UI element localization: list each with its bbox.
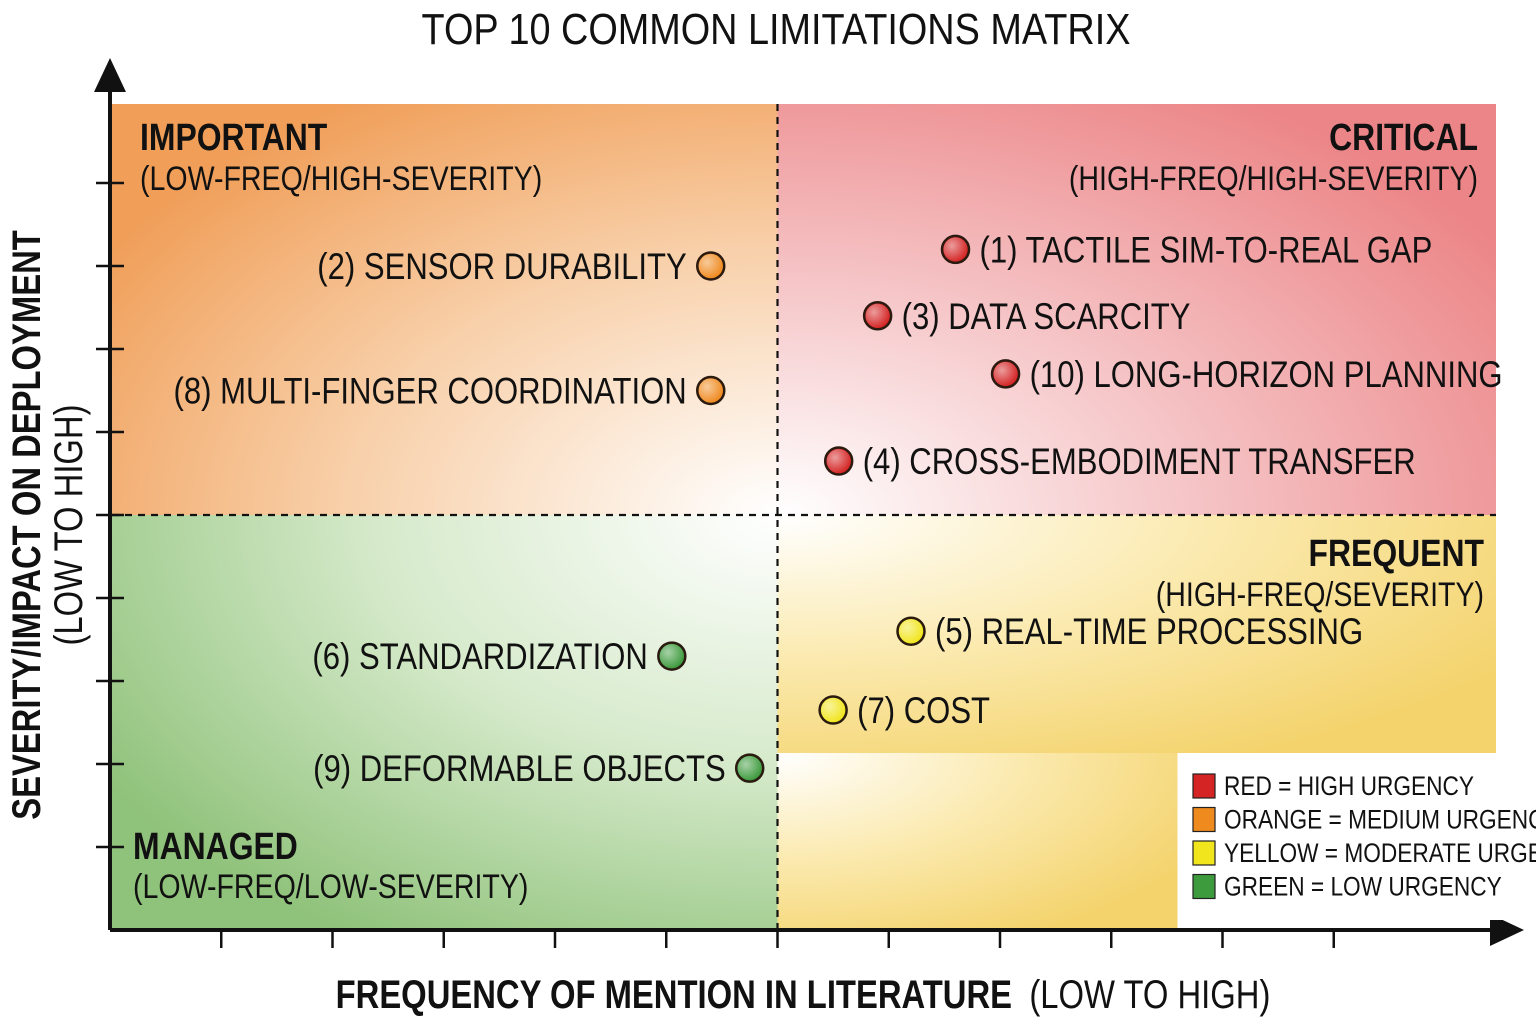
quadrant-frequent-lower — [777, 753, 1178, 930]
point-marker-highlight — [659, 644, 684, 669]
point-label: (10) LONG-HORIZON PLANNING — [1030, 354, 1503, 395]
data-point: (8) MULTI-FINGER COORDINATION — [174, 371, 726, 412]
data-point: (5) REAL-TIME PROCESSING — [896, 612, 1363, 653]
data-point: (9) DEFORMABLE OBJECTS — [313, 749, 765, 790]
point-label: (6) STANDARDIZATION — [312, 637, 647, 678]
point-marker-highlight — [698, 378, 723, 403]
quadrant-managed — [112, 515, 778, 930]
legend-swatch-green — [1192, 873, 1216, 900]
point-label: (2) SENSOR DURABILITY — [317, 247, 687, 288]
legend: RED = HIGH URGENCY ORANGE = MEDIUM URGENC… — [1180, 755, 1536, 920]
point-label: (5) REAL-TIME PROCESSING — [935, 612, 1363, 653]
point-marker-highlight — [737, 756, 762, 781]
legend-swatch-red — [1192, 773, 1216, 799]
legend-swatch-yellow — [1192, 840, 1216, 866]
data-point: (10) LONG-HORIZON PLANNING — [990, 354, 1503, 396]
data-point: (6) STANDARDIZATION — [312, 637, 687, 678]
legend-label-orange: ORANGE = MEDIUM URGENCY — [1224, 805, 1536, 835]
data-point: (4) CROSS-EMBODIMENT TRANSFER — [823, 442, 1416, 483]
chart-title: TOP 10 COMMON LIMITATIONS MATRIX — [422, 4, 1131, 53]
point-label: (8) MULTI-FINGER COORDINATION — [174, 371, 687, 412]
quadrant-backgrounds — [112, 104, 1496, 930]
legend-label-green: GREEN = LOW URGENCY — [1224, 872, 1502, 902]
legend-box — [1180, 755, 1536, 920]
data-points: (1) TACTILE SIM-TO-REAL GAP (2) SENSOR DU… — [174, 230, 1503, 790]
x-axis-label: FREQUENCY OF MENTION IN LITERATURE (LOW … — [336, 972, 1271, 1017]
quadrant-critical — [777, 104, 1496, 515]
data-point: (1) TACTILE SIM-TO-REAL GAP — [940, 230, 1433, 271]
point-label: (4) CROSS-EMBODIMENT TRANSFER — [863, 442, 1416, 483]
legend-label-red: RED = HIGH URGENCY — [1224, 771, 1474, 801]
legend-label-yellow: YELLOW = MODERATE URGENCY — [1224, 838, 1536, 868]
point-marker-highlight — [826, 449, 851, 474]
y-axis-arrow — [94, 58, 126, 92]
data-point: (7) COST — [818, 691, 990, 732]
quadrant-title-frequent: FREQUENT — [1309, 532, 1485, 574]
data-point: (3) DATA SCARCITY — [862, 296, 1191, 337]
x-axis-label-normal: (LOW TO HIGH) — [1029, 972, 1270, 1017]
x-axis-arrow — [1490, 914, 1524, 946]
quadrant-subtitle-frequent: (HIGH-FREQ/SEVERITY) — [1156, 576, 1484, 614]
point-marker-highlight — [943, 237, 968, 262]
quadrant-title-critical: CRITICAL — [1329, 116, 1478, 158]
point-label: (3) DATA SCARCITY — [902, 296, 1191, 337]
data-point: (2) SENSOR DURABILITY — [317, 247, 726, 288]
quadrant-subtitle-managed: (LOW-FREQ/LOW-SEVERITY) — [133, 868, 528, 906]
point-marker-highlight — [865, 303, 890, 328]
quadrant-dividers — [112, 104, 1496, 930]
point-label: (9) DEFORMABLE OBJECTS — [313, 749, 726, 790]
point-marker-highlight — [821, 698, 846, 723]
legend-swatch-orange — [1192, 806, 1216, 833]
axes — [94, 58, 1524, 948]
quadrant-labels: IMPORTANT(LOW-FREQ/HIGH-SEVERITY) CRITICA… — [133, 116, 1485, 905]
quadrant-important — [112, 104, 778, 515]
quadrant-subtitle-important: (LOW-FREQ/HIGH-SEVERITY) — [140, 160, 542, 198]
quadrant-subtitle-critical: (HIGH-FREQ/HIGH-SEVERITY) — [1069, 160, 1478, 198]
point-label: (7) COST — [857, 691, 990, 732]
point-marker-highlight — [993, 361, 1018, 386]
point-label: (1) TACTILE SIM-TO-REAL GAP — [980, 230, 1433, 271]
quadrant-title-managed: MANAGED — [133, 825, 298, 867]
y-axis-label-bold: SEVERITY/IMPACT ON DEPLOYMENT — [4, 230, 49, 820]
point-marker-highlight — [899, 619, 923, 644]
y-axis-label-normal: (LOW TO HIGH) — [46, 404, 91, 645]
x-axis-label-bold: FREQUENCY OF MENTION IN LITERATURE — [336, 972, 1012, 1017]
point-marker-highlight — [698, 254, 723, 278]
quadrant-title-important: IMPORTANT — [140, 116, 328, 158]
